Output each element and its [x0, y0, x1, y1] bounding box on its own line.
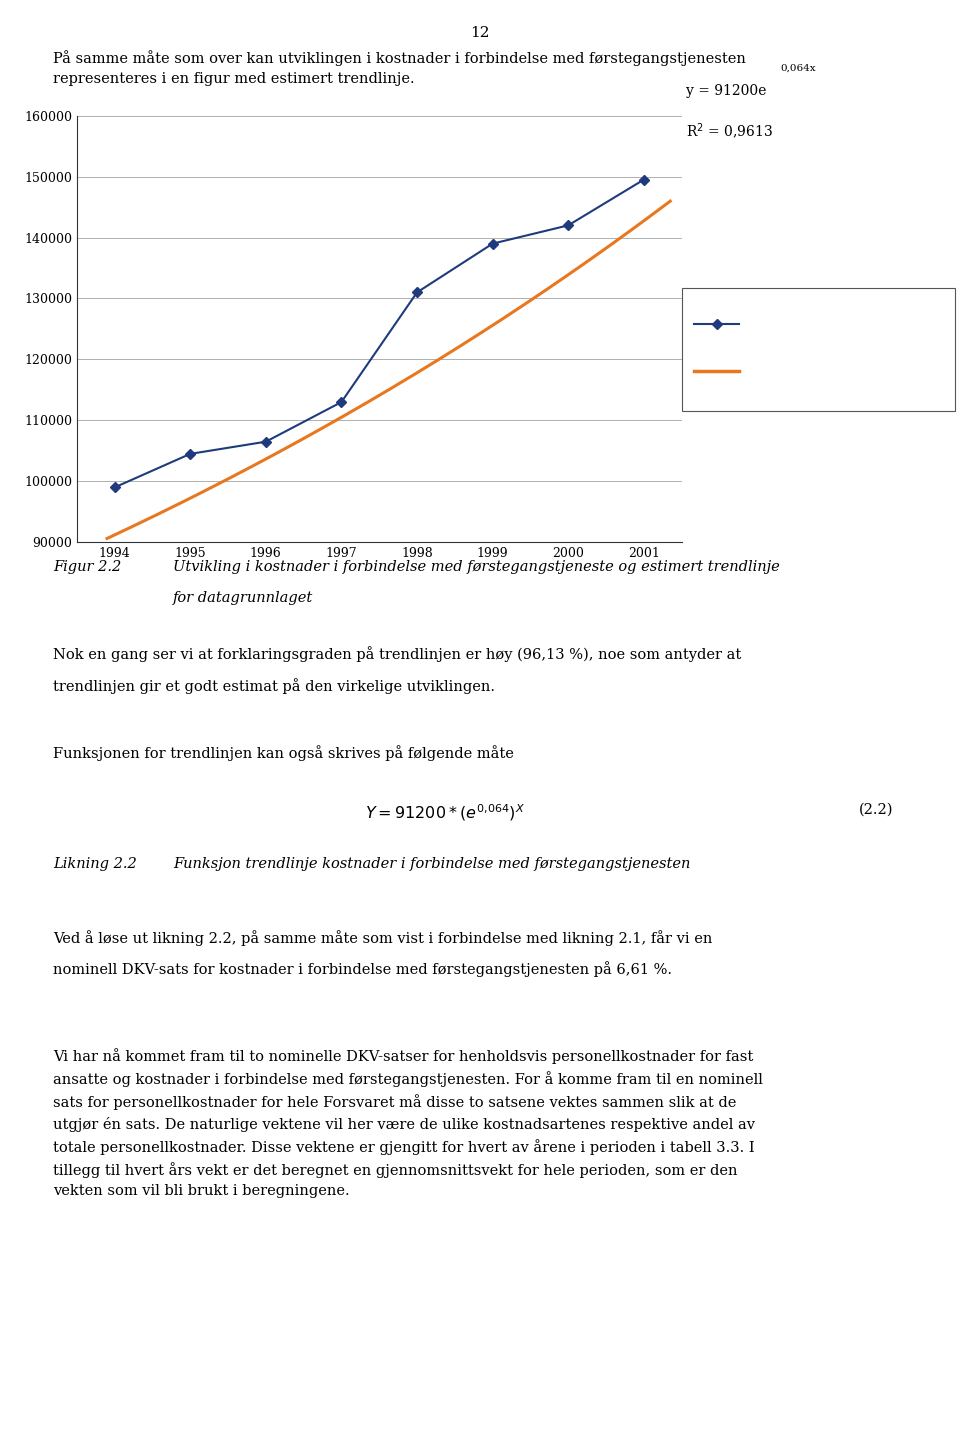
Text: Ved å løse ut likning 2.2, på samme måte som vist i forbindelse med likning 2.1,: Ved å løse ut likning 2.2, på samme måte…	[53, 930, 712, 946]
Text: Likning 2.2: Likning 2.2	[53, 857, 136, 872]
Text: $Y = 91200*(e^{0{,}064})^X$: $Y = 91200*(e^{0{,}064})^X$	[365, 803, 525, 823]
Text: Figur 2.2: Figur 2.2	[53, 560, 121, 574]
Text: Vi har nå kommet fram til to nominelle DKV-satser for henholdsvis personellkostn: Vi har nå kommet fram til to nominelle D…	[53, 1048, 762, 1197]
Text: (2.2): (2.2)	[859, 803, 894, 817]
Text: Utgifter til FGTJ: Utgifter til FGTJ	[746, 317, 843, 330]
Text: Funksjon trendlinje kostnader i forbindelse med førstegangstjenesten: Funksjon trendlinje kostnader i forbinde…	[173, 857, 690, 872]
Text: Funksjonen for trendlinjen kan også skrives på følgende måte: Funksjonen for trendlinjen kan også skri…	[53, 745, 514, 761]
Text: for datagrunnlaget: for datagrunnlaget	[173, 591, 313, 606]
Text: 0,064x: 0,064x	[780, 64, 816, 72]
Text: 12: 12	[470, 26, 490, 40]
Text: R$^2$ = 0,9613: R$^2$ = 0,9613	[686, 121, 774, 142]
Text: nominell DKV-sats for kostnader i forbindelse med førstegangstjenesten på 6,61 %: nominell DKV-sats for kostnader i forbin…	[53, 962, 672, 977]
Text: trendlinjen gir et godt estimat på den virkelige utviklingen.: trendlinjen gir et godt estimat på den v…	[53, 678, 494, 694]
Text: Ekspon. (Utgifter til FGTJ): Ekspon. (Utgifter til FGTJ)	[746, 364, 903, 377]
Text: Utvikling i kostnader i forbindelse med førstegangstjeneste og estimert trendlin: Utvikling i kostnader i forbindelse med …	[173, 560, 780, 574]
Text: På samme måte som over kan utviklingen i kostnader i forbindelse med førstegangs: På samme måte som over kan utviklingen i…	[53, 51, 746, 85]
Text: Nok en gang ser vi at forklaringsgraden på trendlinjen er høy (96,13 %), noe som: Nok en gang ser vi at forklaringsgraden …	[53, 646, 741, 662]
Text: y = 91200e: y = 91200e	[686, 84, 767, 98]
